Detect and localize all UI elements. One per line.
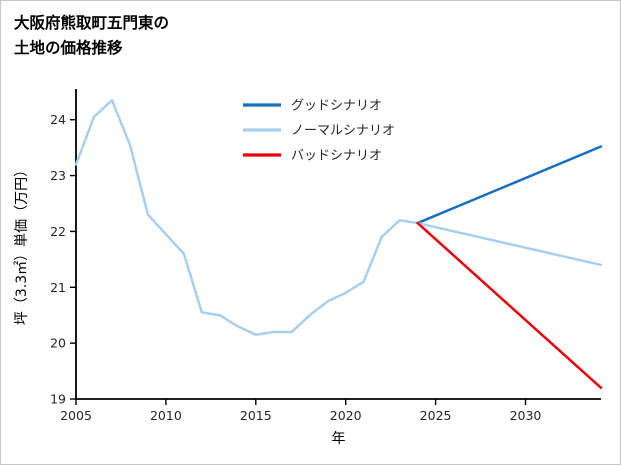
series-normal	[416, 221, 603, 267]
x-tick-label: 2010	[150, 408, 182, 423]
chart-title: 大阪府熊取町五門東の 土地の価格推移	[14, 11, 169, 61]
x-tick-label: 2005	[60, 408, 92, 423]
chart-title-line1: 大阪府熊取町五門東の	[14, 14, 170, 32]
x-tick-label: 2020	[330, 408, 362, 423]
series-bad	[416, 221, 603, 390]
legend-entry-good: グッドシナリオ	[243, 99, 382, 114]
y-tick-label: 19	[50, 392, 66, 407]
y-tick-label: 23	[50, 168, 66, 183]
series-good	[416, 145, 603, 225]
x-axis-label: 年	[332, 431, 346, 447]
y-tick-label: 22	[50, 224, 66, 239]
legend-label-bad: バッドシナリオ	[291, 149, 382, 164]
y-tick-label: 24	[50, 112, 66, 127]
y-axis-label: 坪（3.3㎡）単価（万円）	[14, 163, 30, 325]
legend-entry-bad: バッドシナリオ	[243, 149, 382, 164]
series-historical	[74, 98, 419, 337]
y-tick-label: 21	[50, 280, 66, 295]
x-tick-label: 2030	[510, 408, 542, 423]
chart-title-line2: 土地の価格推移	[14, 38, 123, 57]
legend-label-normal: ノーマルシナリオ	[291, 124, 395, 139]
x-tick-label: 2015	[240, 408, 272, 423]
axes: 2005 2010 2015 2020 2025 2030 19 20 21 22 23 24	[50, 89, 601, 423]
legend-label-good: グッドシナリオ	[291, 99, 382, 114]
y-tick-label: 20	[50, 336, 66, 351]
x-tick-label: 2025	[420, 408, 452, 423]
legend-entry-normal: ノーマルシナリオ	[243, 124, 395, 139]
